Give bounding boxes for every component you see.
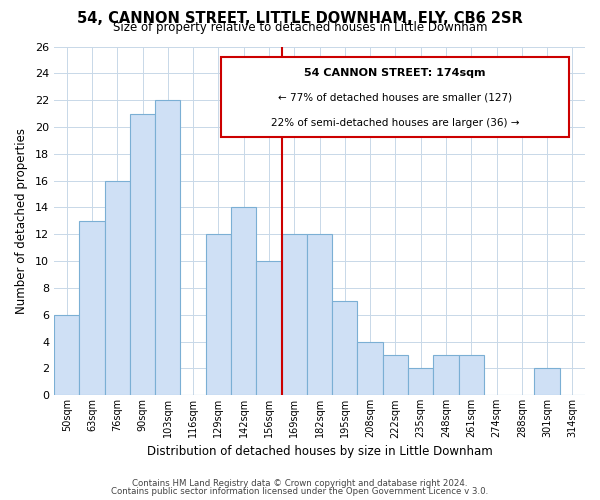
Bar xyxy=(130,114,155,396)
Text: 22% of semi-detached houses are larger (36) →: 22% of semi-detached houses are larger (… xyxy=(271,118,520,128)
Bar xyxy=(206,234,231,396)
Text: Contains public sector information licensed under the Open Government Licence v : Contains public sector information licen… xyxy=(112,487,488,496)
Bar xyxy=(79,221,104,396)
Text: Contains HM Land Registry data © Crown copyright and database right 2024.: Contains HM Land Registry data © Crown c… xyxy=(132,478,468,488)
Bar xyxy=(281,234,307,396)
Bar xyxy=(408,368,433,396)
Text: Size of property relative to detached houses in Little Downham: Size of property relative to detached ho… xyxy=(113,21,487,34)
FancyBboxPatch shape xyxy=(221,57,569,137)
Bar xyxy=(433,355,458,396)
Bar xyxy=(54,315,79,396)
Bar xyxy=(358,342,383,396)
X-axis label: Distribution of detached houses by size in Little Downham: Distribution of detached houses by size … xyxy=(146,444,493,458)
Bar xyxy=(383,355,408,396)
Bar xyxy=(256,261,281,396)
Text: 54 CANNON STREET: 174sqm: 54 CANNON STREET: 174sqm xyxy=(304,68,486,78)
Bar xyxy=(458,355,484,396)
Bar xyxy=(155,100,181,396)
Text: 54, CANNON STREET, LITTLE DOWNHAM, ELY, CB6 2SR: 54, CANNON STREET, LITTLE DOWNHAM, ELY, … xyxy=(77,11,523,26)
Bar xyxy=(332,302,358,396)
Bar xyxy=(307,234,332,396)
Bar xyxy=(535,368,560,396)
Y-axis label: Number of detached properties: Number of detached properties xyxy=(15,128,28,314)
Bar xyxy=(104,180,130,396)
Bar xyxy=(231,208,256,396)
Text: ← 77% of detached houses are smaller (127): ← 77% of detached houses are smaller (12… xyxy=(278,92,512,102)
